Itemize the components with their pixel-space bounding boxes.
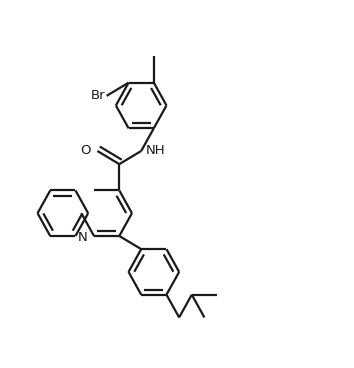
Text: NH: NH	[145, 144, 165, 157]
Text: Br: Br	[90, 89, 105, 102]
Text: O: O	[81, 144, 91, 157]
Text: N: N	[78, 231, 88, 244]
